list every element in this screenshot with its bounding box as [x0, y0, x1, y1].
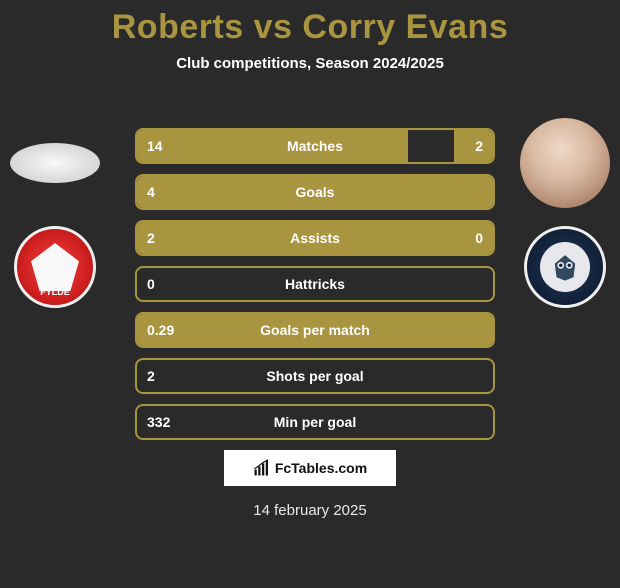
- right-club-badge: [524, 226, 606, 308]
- bar-chart-icon: [253, 459, 271, 477]
- page-title: Roberts vs Corry Evans: [0, 8, 620, 47]
- stats-table: 14Matches24Goals2Assists00Hattricks0.29G…: [135, 128, 495, 450]
- stat-label: Shots per goal: [137, 368, 493, 384]
- owl-icon: [540, 242, 590, 292]
- stat-label: Goals: [137, 184, 493, 200]
- stat-row: 0.29Goals per match: [135, 312, 495, 348]
- fctables-label: FcTables.com: [275, 460, 367, 476]
- stat-label: Hattricks: [137, 276, 493, 292]
- left-player-avatar: [10, 118, 100, 208]
- left-player-column: FYLDE: [0, 118, 110, 308]
- page-subtitle: Club competitions, Season 2024/2025: [0, 55, 620, 72]
- fctables-watermark: FcTables.com: [224, 450, 396, 486]
- stat-row: 2Assists0: [135, 220, 495, 256]
- stat-label: Matches: [137, 138, 493, 154]
- face-placeholder-icon: [520, 118, 610, 208]
- comparison-date: 14 february 2025: [0, 502, 620, 519]
- stat-label: Min per goal: [137, 414, 493, 430]
- stat-row: 4Goals: [135, 174, 495, 210]
- stat-row: 0Hattricks: [135, 266, 495, 302]
- stat-row: 2Shots per goal: [135, 358, 495, 394]
- stat-label: Goals per match: [137, 322, 493, 338]
- stat-row: 332Min per goal: [135, 404, 495, 440]
- left-club-badge: FYLDE: [14, 226, 96, 308]
- left-club-badge-text: FYLDE: [17, 287, 93, 297]
- right-player-avatar: [520, 118, 610, 208]
- avatar-placeholder-icon: [10, 143, 100, 183]
- stat-value-right: 2: [475, 138, 483, 154]
- stat-label: Assists: [137, 230, 493, 246]
- stat-value-right: 0: [475, 230, 483, 246]
- right-player-column: [510, 118, 620, 308]
- stat-row: 14Matches2: [135, 128, 495, 164]
